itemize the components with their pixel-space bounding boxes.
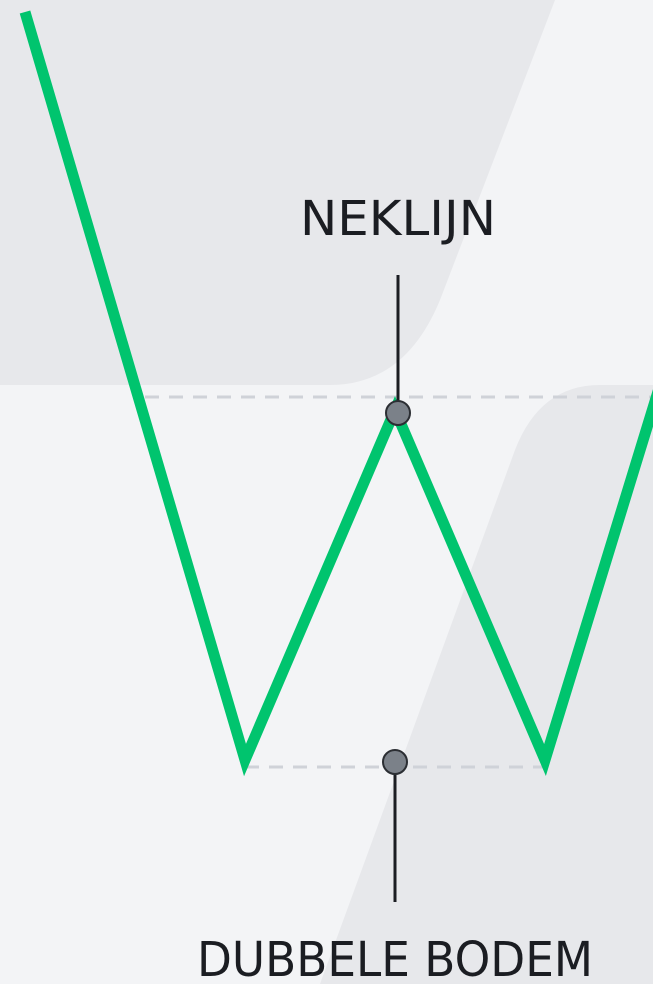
bottom-dot	[382, 749, 408, 775]
neckline-label: NEKLIJN	[300, 191, 496, 247]
neckline-dot	[385, 400, 411, 426]
background-shape-top	[0, 0, 555, 385]
double-bottom-label: DUBBELE BODEM	[197, 932, 593, 984]
background-shape-bottom	[320, 385, 653, 984]
